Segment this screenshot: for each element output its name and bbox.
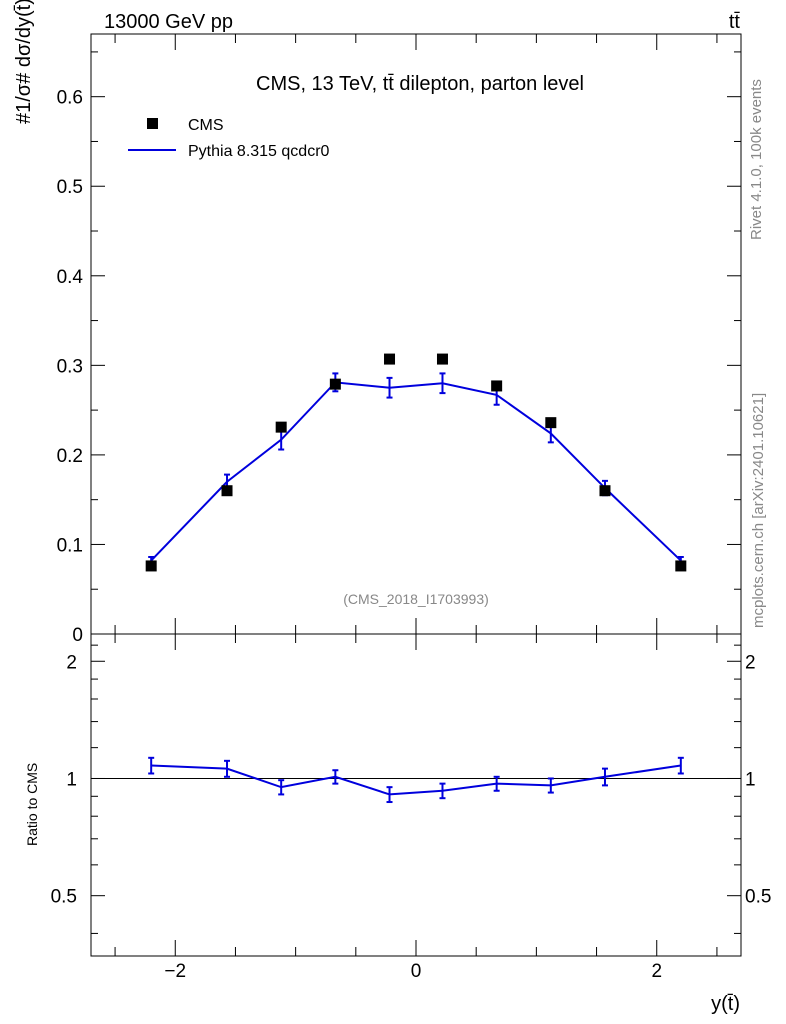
- cms-data-point: [599, 485, 611, 497]
- cms-data-point: [545, 417, 557, 429]
- ratio-series: [148, 756, 684, 804]
- main-y-tick-label: 0.5: [57, 177, 83, 198]
- rivet-label: Rivet 4.1.0, 100k events: [748, 79, 765, 240]
- legend-cms-marker: [147, 118, 158, 129]
- ratio-y-tick-label-right: 0.5: [745, 887, 771, 908]
- main-y-tick-label: 0: [72, 625, 83, 646]
- energy-label: 13000 GeV pp: [104, 11, 233, 33]
- mc-line: [150, 381, 682, 562]
- main-y-axis: 0 0.1 0.2 0.3 0.4 0.5 0.6: [57, 51, 741, 646]
- plot-title: CMS, 13 TeV, tt̄ dilepton, parton level: [256, 73, 584, 95]
- main-y-tick-label: 0.1: [57, 535, 83, 556]
- main-series: [145, 353, 687, 572]
- ratio-x-axis: −2 0 2: [114, 634, 718, 982]
- legend-cms-label: CMS: [188, 117, 224, 134]
- ratio-y-tick-label: 2: [66, 652, 77, 673]
- cms-data-point: [436, 353, 448, 365]
- cms-data-point: [384, 353, 396, 365]
- main-y-tick-label: 0.2: [57, 446, 83, 467]
- cms-data-point: [275, 421, 287, 433]
- cms-data-point: [491, 380, 503, 392]
- ratio-line: [151, 764, 681, 796]
- x-axis-label: y(t̄): [711, 993, 740, 1015]
- ratio-y-tick-label-right: 2: [745, 652, 756, 673]
- cms-data-point: [221, 485, 233, 497]
- cms-data-point: [145, 560, 157, 572]
- ratio-panel-frame: [90, 633, 742, 957]
- ratio-y-tick-label: 1: [66, 769, 77, 790]
- ratio-y-tick-label-right: 1: [745, 769, 756, 790]
- cms-data-point: [675, 560, 687, 572]
- legend: CMS Pythia 8.315 qcdcr0: [128, 117, 330, 160]
- main-y-tick-label: 0.6: [57, 88, 83, 109]
- ratio-x-tick-label: −2: [164, 961, 186, 982]
- ratio-y-axis: 0.5 0.5 1 1 2 2: [51, 644, 771, 934]
- ratio-y-tick-label: 0.5: [51, 887, 77, 908]
- process-label: tt̄: [729, 11, 741, 33]
- analysis-watermark: (CMS_2018_I1703993): [343, 591, 489, 607]
- main-y-tick-label: 0.3: [57, 356, 83, 377]
- mcplots-label: mcplots.cern.ch [arXiv:2401.10621]: [750, 393, 767, 628]
- ratio-y-label: Ratio to CMS: [24, 763, 40, 846]
- ratio-x-tick-label: 2: [651, 961, 662, 982]
- main-y-label: #1/σ# dσ/dy(t̄): [13, 0, 35, 124]
- main-y-tick-label: 0.4: [57, 267, 84, 288]
- legend-mc-label: Pythia 8.315 qcdcr0: [188, 143, 330, 160]
- ratio-x-tick-label: 0: [411, 961, 422, 982]
- main-x-ticks: [114, 34, 718, 634]
- cms-data-point: [329, 378, 341, 390]
